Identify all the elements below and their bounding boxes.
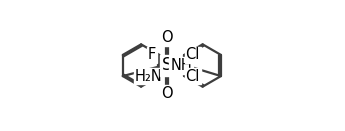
Text: H₂N: H₂N bbox=[135, 69, 162, 84]
Text: NH: NH bbox=[170, 58, 192, 73]
Text: Cl: Cl bbox=[186, 47, 200, 62]
Text: S: S bbox=[161, 56, 172, 75]
Text: O: O bbox=[161, 30, 172, 45]
Text: O: O bbox=[161, 86, 172, 101]
Text: Cl: Cl bbox=[186, 69, 200, 84]
Text: F: F bbox=[148, 47, 156, 62]
